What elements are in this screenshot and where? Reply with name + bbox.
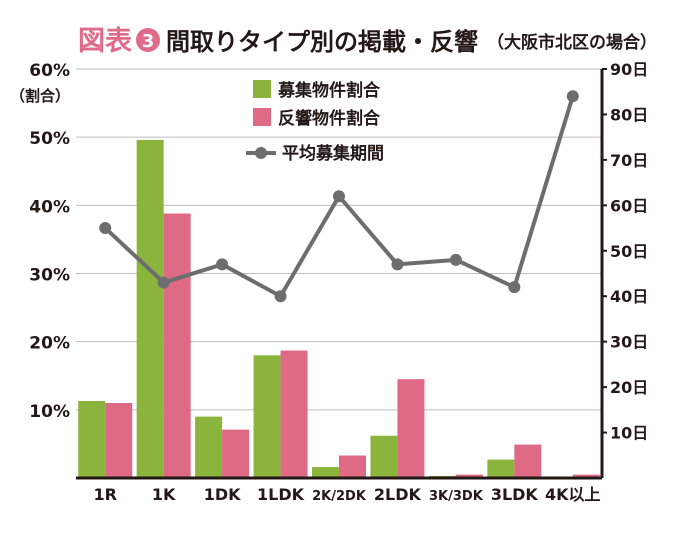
x-tick-label-0: 1R <box>93 485 116 504</box>
axes <box>76 69 604 480</box>
line-point-2 <box>216 258 229 271</box>
legend-label-supply: 募集物件割合 <box>277 80 381 101</box>
bar-response-4 <box>339 455 366 478</box>
title-number-circle <box>136 28 160 52</box>
right-tick-label-10: 10日 <box>610 424 648 443</box>
legend-swatch-response <box>253 108 271 126</box>
legend-label-response: 反響物件割合 <box>278 108 381 129</box>
right-tick-label-60: 60日 <box>610 196 648 215</box>
right-tick-label-30: 30日 <box>610 333 648 352</box>
bar-response-1 <box>163 213 191 478</box>
legend-label-period: 平均募集期間 <box>282 143 384 164</box>
gridlines <box>76 68 602 411</box>
line-point-8 <box>566 90 579 103</box>
x-tick-label-6: 3K/3DK <box>429 489 484 504</box>
left-tick-label-50: 50% <box>29 129 70 149</box>
line-point-3 <box>274 290 287 303</box>
left-tick-label-40: 40% <box>29 197 70 217</box>
line-point-0 <box>99 222 112 235</box>
x-tick-label-7: 3LDK <box>491 485 539 504</box>
right-tick-label-70: 70日 <box>610 151 648 170</box>
bar-supply-5 <box>370 435 398 478</box>
legend-line-marker <box>255 147 267 159</box>
line-point-5 <box>391 258 404 271</box>
legend: 募集物件割合 反響物件割合 平均募集期間 <box>246 80 384 164</box>
right-tick-label-90: 90日 <box>610 60 648 79</box>
bar-response-7 <box>514 444 542 478</box>
right-tick-label-20: 20日 <box>610 378 648 397</box>
bar-response-5 <box>397 379 425 478</box>
chart-title: 図表 3 間取りタイプ別の掲載・反響 （大阪市北区の場合） <box>78 26 657 57</box>
line-point-4 <box>333 190 345 203</box>
left-tick-label-60: 60% <box>29 61 70 81</box>
x-tick-labels: 1R 1K 1DK 1LDK 2K/2DK 2LDK 3K/3DK 3LDK 4K以上 <box>93 485 600 504</box>
bar-response-3 <box>280 350 308 478</box>
legend-swatch-supply <box>253 80 271 98</box>
left-tick-label-30: 30% <box>29 266 70 286</box>
right-tick-label-40: 40日 <box>610 287 648 306</box>
title-main: 間取りタイプ別の掲載・反響 <box>166 28 478 56</box>
bar-supply-0 <box>78 400 106 478</box>
right-tick-label-50: 50日 <box>610 242 648 261</box>
x-tick-label-5: 2LDK <box>374 485 422 504</box>
bar-supply-1 <box>136 139 164 479</box>
bar-supply-4 <box>312 467 339 478</box>
right-tick-labels: 10日 20日 30日 40日 50日 60日 70日 80日 90日 <box>602 60 648 443</box>
x-tick-label-1: 1K <box>152 485 176 504</box>
bar-supply-7 <box>487 459 515 478</box>
bar-response-8 <box>572 474 600 478</box>
x-tick-label-2: 1DK <box>204 485 241 504</box>
left-tick-label-20: 20% <box>29 334 70 354</box>
title-prefix: 図表 <box>78 26 132 57</box>
line-point-6 <box>449 253 462 266</box>
line-point-1 <box>157 276 170 289</box>
left-axis-title: （割合） <box>10 87 70 105</box>
bar-response-2 <box>222 429 250 478</box>
bars <box>78 139 600 479</box>
left-tick-labels: 10% 20% 30% 40% 50% 60% <box>29 61 70 422</box>
line-point-7 <box>508 281 521 294</box>
title-number: 3 <box>142 31 155 52</box>
x-tick-label-8: 4K以上 <box>545 485 601 504</box>
line-series <box>99 90 579 303</box>
bar-supply-2 <box>195 416 223 478</box>
bar-response-6 <box>455 474 483 478</box>
left-tick-label-10: 10% <box>29 402 70 422</box>
right-tick-label-80: 80日 <box>610 105 648 124</box>
x-tick-label-4: 2K/2DK <box>312 489 367 504</box>
bar-response-0 <box>105 403 133 478</box>
x-tick-label-3: 1LDK <box>257 485 305 504</box>
title-subtitle: （大阪市北区の場合） <box>487 32 657 53</box>
bar-supply-3 <box>253 355 281 478</box>
